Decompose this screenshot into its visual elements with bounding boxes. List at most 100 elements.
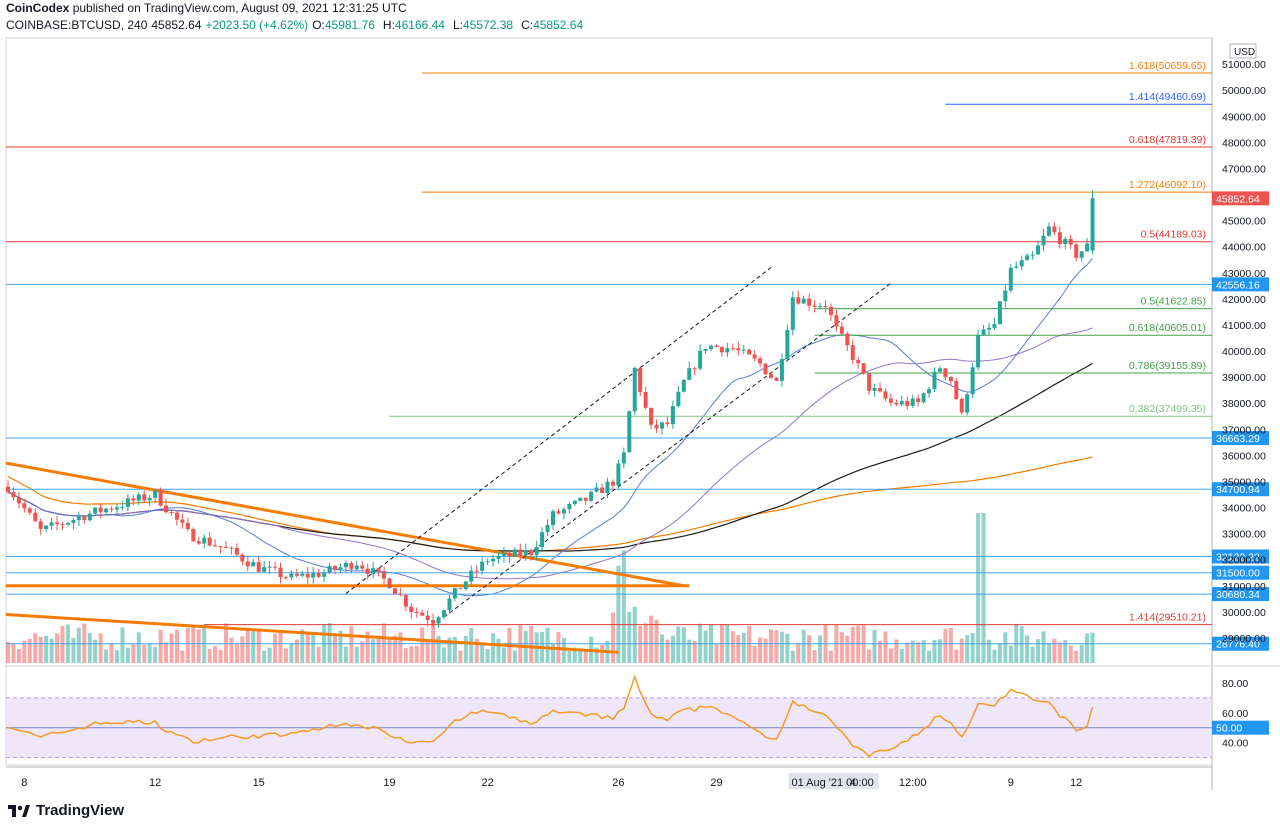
sr-tag-label: 42556.16 xyxy=(1216,279,1260,291)
volume-bar xyxy=(959,638,964,663)
candle-body xyxy=(131,498,136,501)
candle-body xyxy=(392,588,397,594)
volume-bar xyxy=(33,633,38,663)
volume-bar xyxy=(431,623,436,663)
candle-body xyxy=(398,593,403,596)
brand-name: TradingView xyxy=(36,802,125,819)
candle-body xyxy=(38,521,43,529)
candle-body xyxy=(158,490,163,506)
rsi-marker-tag xyxy=(1212,720,1269,735)
volume-bar xyxy=(736,635,741,663)
candle-body xyxy=(153,490,158,498)
volume-bar xyxy=(251,631,256,663)
candle-body xyxy=(294,573,299,576)
candle-body xyxy=(420,612,425,616)
candle-body xyxy=(491,558,496,562)
volume-bar xyxy=(943,628,948,663)
candle-body xyxy=(747,349,752,355)
candle-body xyxy=(267,566,272,568)
candle-body xyxy=(725,348,730,353)
price-tick-label: 45000.00 xyxy=(1222,216,1266,228)
candle-body xyxy=(583,497,588,501)
candle-body xyxy=(529,550,534,556)
candle-body xyxy=(311,572,316,578)
candle-body xyxy=(289,573,294,578)
volume-bar xyxy=(496,638,501,663)
candle-body xyxy=(136,494,141,501)
volume-bar xyxy=(104,649,109,663)
volume-bar xyxy=(387,638,392,663)
publisher-name: CoinCodex xyxy=(6,1,70,15)
candle-body xyxy=(965,394,970,413)
candle-body xyxy=(480,561,485,571)
volume-bar xyxy=(501,647,506,663)
candle-body xyxy=(540,532,545,548)
candle-body xyxy=(507,552,512,557)
volume-bar xyxy=(452,636,457,663)
volume-bar xyxy=(769,629,773,663)
volume-bar xyxy=(87,632,92,663)
volume-bar xyxy=(867,649,872,663)
volume-bar xyxy=(578,648,583,663)
candle-body xyxy=(262,567,267,572)
volume-bar xyxy=(142,644,147,663)
candle-body xyxy=(763,363,768,375)
candle-body xyxy=(354,565,359,570)
candle-body xyxy=(1052,226,1057,233)
volume-bar xyxy=(11,642,16,663)
time-tick-label: 19 xyxy=(383,777,395,789)
candle-body xyxy=(71,520,76,524)
candle-body xyxy=(273,566,278,568)
volume-bar xyxy=(796,642,801,663)
volume-bar xyxy=(763,638,768,663)
volume-bar xyxy=(1041,631,1046,663)
price-tick-label: 34000.00 xyxy=(1222,503,1266,515)
candle-body xyxy=(545,525,550,533)
candle-body xyxy=(523,550,528,556)
tradingview-logo-icon xyxy=(8,804,30,817)
volume-bar xyxy=(1046,643,1051,663)
volume-bar xyxy=(1090,632,1095,663)
candle-body xyxy=(812,305,817,307)
candle-body xyxy=(387,578,392,589)
candle-body xyxy=(828,306,833,316)
candle-body xyxy=(1036,245,1041,255)
volume-bar xyxy=(910,640,915,663)
candle-body xyxy=(572,500,577,504)
candle-body xyxy=(932,371,937,390)
volume-bar xyxy=(229,637,234,663)
volume-bar xyxy=(790,650,795,663)
candle-body xyxy=(1008,267,1013,291)
candle-body xyxy=(224,547,228,549)
volume-bar xyxy=(398,632,403,663)
sr-tag-label: 30680.34 xyxy=(1216,589,1260,601)
channel-lower xyxy=(443,282,892,618)
candle-body xyxy=(954,381,959,400)
candle-body xyxy=(905,400,910,406)
candle-body xyxy=(643,391,648,408)
candle-body xyxy=(11,492,16,498)
volume-bar xyxy=(267,647,272,663)
candle-body xyxy=(436,617,441,624)
time-tick-label: 12:00 xyxy=(899,777,927,789)
candle-body xyxy=(496,555,501,559)
volume-bar xyxy=(621,550,626,663)
fib-level-label: 0.382(37499.35) xyxy=(1129,403,1206,415)
volume-bar xyxy=(670,635,675,663)
candle-body xyxy=(785,329,790,360)
volume-bar xyxy=(338,630,343,663)
fib-level-label: 1.414(29510.21) xyxy=(1129,612,1206,624)
price-tick-label: 37000.00 xyxy=(1222,424,1266,436)
fib-levels: 1.618(50659.65) 1.414(49460.69) 0.618(4781… xyxy=(6,60,1212,626)
candle-body xyxy=(823,306,828,308)
volume-bar xyxy=(948,628,953,663)
candle-body xyxy=(164,505,169,513)
volume-bar xyxy=(16,648,21,663)
price-tick-label: 33000.00 xyxy=(1222,529,1266,541)
candle-body xyxy=(431,620,436,624)
candle-body xyxy=(997,301,1002,325)
candle-body xyxy=(125,498,130,507)
volume-bar xyxy=(512,650,517,663)
candle-body xyxy=(458,588,463,590)
